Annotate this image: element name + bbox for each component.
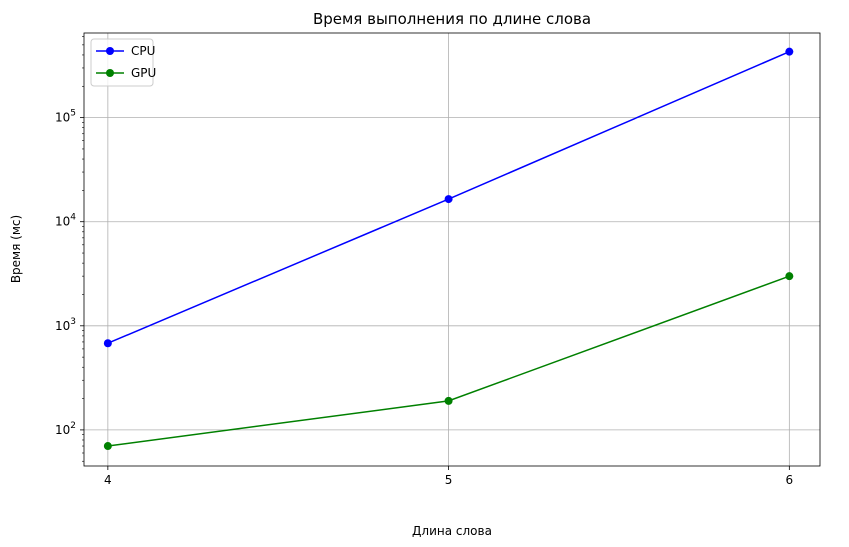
legend: CPU GPU [90, 38, 156, 87]
legend-marker-gpu [106, 69, 114, 77]
x-tick-label: 4 [104, 473, 112, 487]
y-tick-label: 102 [55, 421, 76, 437]
data-point-cpu [444, 195, 453, 204]
series-layer [103, 47, 794, 451]
data-point-gpu [103, 442, 112, 451]
grid [84, 33, 820, 466]
y-axis-label: Время (мс) [9, 215, 23, 283]
x-axis-label: Длина слова [412, 524, 492, 538]
legend-label-cpu: CPU [131, 44, 155, 58]
legend-marker-cpu [106, 47, 114, 55]
data-point-cpu [785, 47, 794, 56]
y-tick-label: 103 [55, 317, 76, 333]
y-tick-label: 105 [55, 109, 76, 125]
x-axis: 4 5 6 [104, 466, 793, 487]
y-tick-label: 104 [55, 213, 76, 229]
data-point-gpu [785, 272, 794, 281]
chart-title: Время выполнения по длине слова [313, 10, 591, 28]
data-point-cpu [103, 339, 112, 348]
data-point-gpu [444, 396, 453, 405]
x-tick-label: 5 [445, 473, 453, 487]
x-tick-label: 6 [786, 473, 794, 487]
legend-label-gpu: GPU [131, 66, 156, 80]
y-axis: 102 103 104 105 [55, 36, 84, 462]
plot-frame [83, 32, 821, 467]
